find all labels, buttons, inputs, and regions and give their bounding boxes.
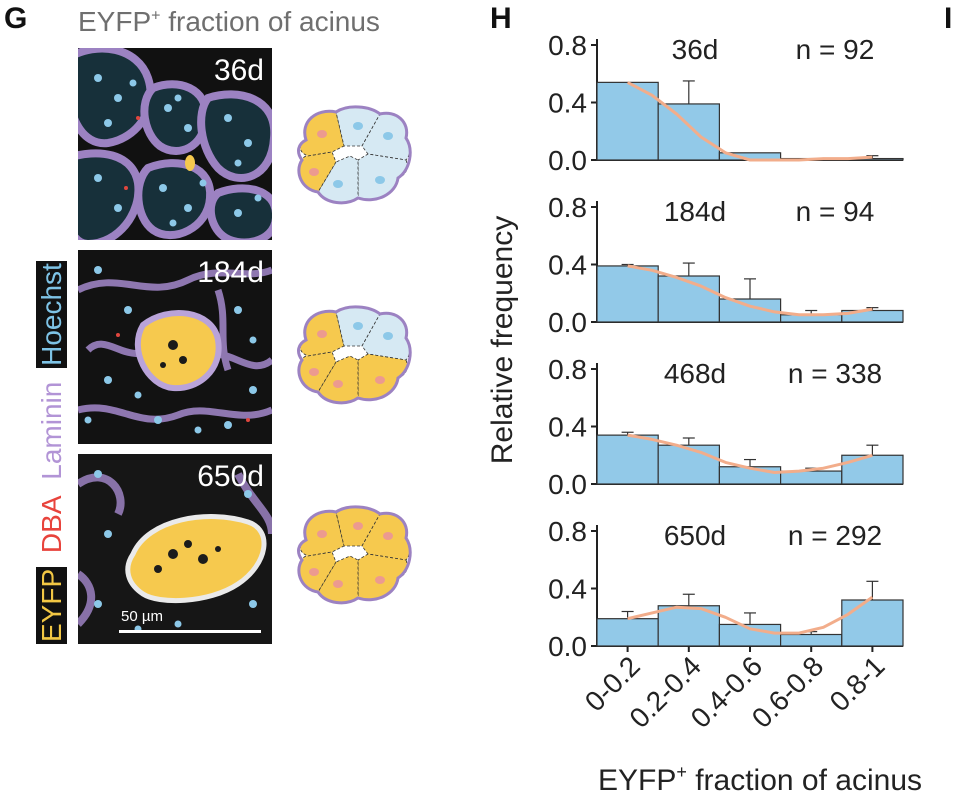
x-tick-label: 0.8-1 — [824, 650, 891, 717]
cell-nucleus — [309, 168, 319, 176]
y-tick-label: 0.8 — [548, 354, 587, 385]
bar — [841, 454, 904, 485]
subplot-day-label: 36d — [672, 34, 719, 65]
subplot-n-label: n = 292 — [788, 520, 882, 551]
cell-nucleus — [309, 568, 319, 576]
fit-curve — [627, 433, 873, 474]
bar — [657, 103, 720, 161]
stain-label-1 — [36, 555, 67, 567]
cell-nucleus — [375, 176, 385, 184]
y-tick-label: 0.0 — [548, 469, 587, 500]
bar — [596, 618, 659, 647]
panel-g-title-main: EYFP — [78, 6, 152, 37]
y-tick-label: 0.8 — [548, 192, 587, 223]
micrograph-day-label: 650d — [197, 460, 264, 493]
cell-nucleus — [353, 122, 363, 130]
cell-nucleus — [375, 576, 385, 584]
panel-letter-g: G — [4, 2, 28, 35]
y-tick-label: 0.4 — [548, 88, 587, 119]
bar — [780, 633, 843, 647]
micrograph-184d-art — [78, 250, 272, 444]
acinus-outline — [297, 105, 412, 205]
x-axis-label-main: EYFP — [598, 764, 676, 797]
cell-nucleus — [383, 132, 393, 140]
bar — [657, 275, 720, 323]
cell-nucleus — [333, 580, 343, 588]
acinus-schematic-36d — [297, 105, 412, 205]
y-axis-label: Relative frequency — [486, 216, 519, 464]
bar — [596, 265, 659, 323]
y-tick-label: 0.8 — [548, 30, 587, 61]
subplot-day-label: 184d — [664, 196, 726, 227]
fit-curve — [627, 264, 873, 317]
bar — [596, 81, 659, 161]
bar — [596, 434, 659, 485]
panel-letter-i: I — [944, 2, 953, 35]
cell-nucleus — [309, 368, 319, 376]
stain-label-4: Laminin — [36, 379, 67, 482]
cell-nucleus — [333, 380, 343, 388]
subplot-n-label: n = 94 — [796, 196, 875, 227]
cell-nucleus — [383, 532, 393, 540]
micrograph-36d: 36d — [78, 48, 272, 240]
cell-nucleus — [333, 180, 343, 188]
cell-nucleus — [383, 332, 393, 340]
y-tick-label: 0.0 — [548, 145, 587, 176]
cell-nucleus — [317, 130, 327, 138]
bar — [657, 444, 720, 485]
subplot-day-label: 650d — [664, 520, 726, 551]
fit-curve — [626, 81, 873, 162]
micrograph-day-label: 36d — [213, 54, 264, 87]
y-tick-label: 0.4 — [548, 412, 587, 443]
bar — [841, 599, 904, 647]
cell-nucleus — [353, 322, 363, 330]
panel-g-title-rest: fraction of acinus — [160, 6, 380, 37]
micrograph-650d: 650d — [78, 454, 272, 644]
acinus-schematic-184d — [297, 305, 412, 405]
y-tick-label: 0.0 — [548, 307, 587, 338]
scale-bar-label: 50 µm — [121, 608, 163, 625]
panel-g-title: EYFP+ fraction of acinus — [78, 6, 380, 38]
panel-g-title-sup: + — [151, 7, 161, 25]
fit-curve — [627, 595, 874, 635]
cell-nucleus — [317, 330, 327, 338]
cell-nucleus — [317, 530, 327, 538]
micrograph-650d-art — [78, 454, 272, 644]
acinus-outline — [297, 505, 412, 605]
y-tick-label: 0.8 — [548, 516, 587, 547]
y-tick-label: 0.4 — [548, 250, 587, 281]
x-axis-label-rest: fraction of acinus — [687, 764, 922, 797]
cell-nucleus — [375, 376, 385, 384]
panel-letter-h: H — [490, 2, 512, 35]
subplot-n-label: n = 92 — [796, 34, 875, 65]
subplot-day-label: 468d — [664, 358, 726, 389]
micrograph-36d-art — [78, 48, 272, 240]
stain-label-6: Hoechst — [36, 261, 67, 368]
x-axis-label-sup: + — [676, 762, 687, 782]
stain-label-3 — [36, 481, 67, 494]
y-tick-label: 0.0 — [548, 631, 587, 662]
stain-legend: EYFP DBA Laminin Hoechst — [30, 48, 74, 644]
acinus-outline — [297, 305, 412, 405]
stain-label-0: EYFP — [36, 566, 67, 644]
scale-bar — [119, 630, 261, 633]
subplot-n-label: n = 338 — [788, 358, 882, 389]
stain-label-2: DBA — [36, 493, 67, 556]
y-tick-label: 0.4 — [548, 574, 587, 605]
cell-nucleus — [353, 522, 363, 530]
x-axis-label: EYFP+ fraction of acinus — [598, 762, 922, 797]
acinus-schematic-650d — [297, 505, 412, 605]
stain-legend-text: EYFP DBA Laminin Hoechst — [30, 48, 74, 644]
micrograph-184d: 184d — [78, 250, 272, 444]
histogram-panel: 0.0 0.4 0.8 36d n = 92 0.0 0.4 0.8 184d n = 94 0.0… — [486, 30, 922, 797]
stain-label-5 — [36, 367, 67, 380]
micrograph-day-label: 184d — [197, 256, 264, 289]
